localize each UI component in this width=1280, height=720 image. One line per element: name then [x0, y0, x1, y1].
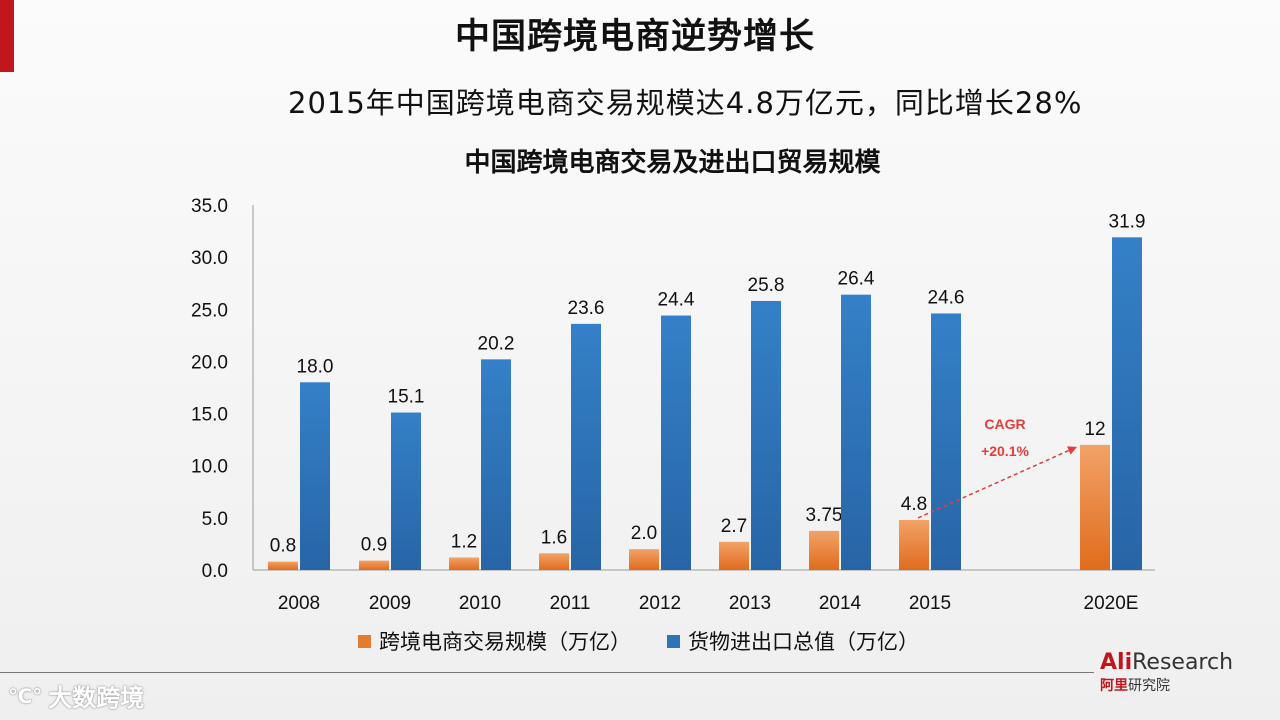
cagr-arrow [917, 446, 1078, 519]
y-tick-label: 35.0 [191, 196, 228, 217]
data-label-trade: 24.6 [928, 287, 965, 308]
x-tick-label: 2011 [550, 593, 591, 614]
legend-label-trade: 货物进出口总值（万亿） [688, 630, 919, 654]
data-label-trade: 23.6 [568, 298, 605, 319]
y-tick-label: 10.0 [191, 457, 228, 478]
legend-swatch-orange [358, 634, 371, 648]
brand-cn-red: 阿里 [1100, 678, 1128, 694]
subtitle: 2015年中国跨境电商交易规模达4.8万亿元，同比增长28% [288, 86, 1083, 120]
bar-trade [661, 315, 691, 570]
brand-ali: Ali [1100, 650, 1133, 675]
bar-ecommerce [629, 549, 659, 570]
y-tick-label: 25.0 [191, 300, 228, 321]
bar-trade [481, 359, 511, 570]
bar-trade [391, 412, 421, 570]
legend-label-ecommerce: 跨境电商交易规模（万亿） [379, 630, 631, 654]
bar-trade [1112, 237, 1142, 571]
x-tick-label: 2014 [819, 593, 862, 614]
cagr-label: CAGR [984, 416, 1025, 432]
data-label-ecommerce: 3.75 [806, 505, 843, 526]
y-tick-label: 30.0 [191, 248, 228, 269]
cagr-value: +20.1% [981, 443, 1029, 459]
data-label-trade: 25.8 [748, 275, 785, 296]
data-label-trade: 20.2 [478, 333, 515, 354]
watermark-logo-icon: ℃° [8, 683, 43, 708]
legend: 跨境电商交易规模（万亿） 货物进出口总值（万亿） [358, 626, 955, 656]
legend-item-trade: 货物进出口总值（万亿） [667, 626, 919, 656]
bar-ecommerce [449, 557, 479, 570]
watermark: ℃° 大数跨境 [8, 678, 144, 713]
data-label-trade: 31.9 [1109, 211, 1146, 232]
data-label-ecommerce: 1.2 [451, 531, 477, 552]
data-label-ecommerce: 0.9 [361, 535, 387, 556]
data-label-ecommerce: 2.7 [721, 516, 747, 537]
brand-cn-gray: 研究院 [1128, 678, 1170, 694]
bar-ecommerce [539, 553, 569, 570]
y-tick-label: 15.0 [191, 405, 228, 426]
bar-trade [931, 313, 961, 570]
legend-swatch-blue [667, 634, 680, 648]
bar-ecommerce [899, 519, 929, 570]
data-label-ecommerce: 2.0 [631, 523, 657, 544]
x-tick-label: 2013 [729, 593, 771, 614]
bar-ecommerce [809, 530, 839, 570]
accent-bar [0, 0, 14, 72]
x-tick-label: 2009 [369, 593, 411, 614]
bar-trade [841, 294, 871, 570]
x-tick-label: 2015 [909, 593, 951, 614]
x-tick-label: 2012 [639, 593, 681, 614]
chart-title: 中国跨境电商交易及进出口贸易规模 [464, 148, 881, 178]
legend-item-ecommerce: 跨境电商交易规模（万亿） [358, 626, 631, 656]
watermark-text: 大数跨境 [48, 684, 145, 712]
data-label-trade: 24.4 [658, 290, 695, 311]
bar-trade [571, 323, 601, 570]
y-tick-label: 5.0 [202, 509, 228, 530]
bar-ecommerce [268, 561, 298, 570]
data-label-trade: 18.0 [297, 356, 334, 377]
y-tick-label: 20.0 [191, 352, 228, 373]
y-tick-label: 0.0 [202, 561, 228, 582]
x-tick-label: 2020E [1084, 593, 1139, 614]
footer-divider [0, 672, 1094, 673]
data-label-trade: 26.4 [838, 269, 875, 290]
bar-ecommerce [359, 560, 389, 570]
x-tick-label: 2010 [459, 593, 501, 614]
bar-ecommerce [1080, 444, 1110, 570]
bar-trade [300, 382, 330, 570]
brand-research: Research [1132, 650, 1234, 675]
data-label-ecommerce: 1.6 [541, 527, 567, 548]
x-tick-label: 2008 [278, 593, 320, 614]
aliresearch-logo: AliResearch 阿里研究院 [1100, 650, 1233, 695]
bar-ecommerce [719, 541, 749, 570]
data-label-ecommerce: 0.8 [270, 536, 296, 557]
page-title: 中国跨境电商逆势增长 [454, 17, 815, 57]
data-label-trade: 15.1 [388, 387, 425, 408]
data-label-ecommerce: 4.8 [901, 494, 927, 515]
bar-trade [751, 300, 781, 570]
data-label-ecommerce: 12 [1084, 419, 1105, 440]
